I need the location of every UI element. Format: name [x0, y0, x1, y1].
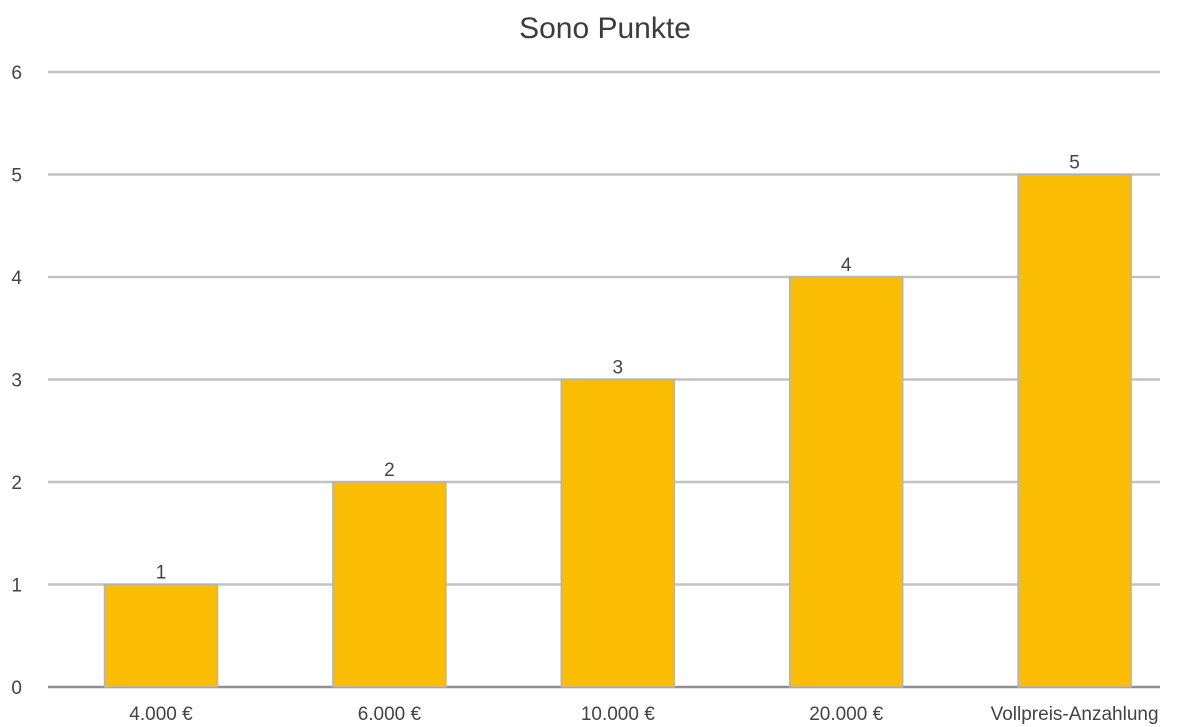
data-labels: 1 2 3 4 5 [156, 153, 1080, 584]
y-tick-label: 1 [11, 576, 22, 597]
x-axis-ticks: 4.000 € 6.000 € 10.000 € 20.000 € Vollpreis-… [129, 704, 1158, 725]
bar-value-label: 1 [156, 563, 167, 584]
x-tick-label: Vollpreis-Anzahlung [991, 704, 1159, 725]
bar-value-label: 3 [613, 358, 624, 379]
y-tick-label: 3 [11, 371, 22, 392]
x-tick-label: 20.000 € [809, 704, 883, 725]
bar [788, 276, 904, 688]
y-tick-label: 2 [11, 473, 22, 494]
bar [103, 583, 219, 688]
x-tick-label: 4.000 € [129, 704, 193, 725]
bar [1017, 173, 1132, 688]
y-axis-ticks: 0 1 2 3 4 5 6 [11, 63, 22, 699]
bar-value-label: 2 [384, 460, 395, 481]
bar-value-label: 4 [841, 255, 852, 276]
y-tick-label: 6 [11, 63, 22, 84]
bars [103, 173, 1132, 688]
chart-title: Sono Punkte [519, 12, 691, 45]
bar [560, 378, 676, 688]
y-tick-label: 4 [11, 268, 22, 289]
y-tick-label: 0 [11, 678, 22, 699]
y-tick-label: 5 [11, 166, 22, 187]
x-tick-label: 10.000 € [581, 704, 655, 725]
bar [332, 481, 447, 688]
bar-value-label: 5 [1069, 153, 1080, 174]
x-tick-label: 6.000 € [358, 704, 422, 725]
